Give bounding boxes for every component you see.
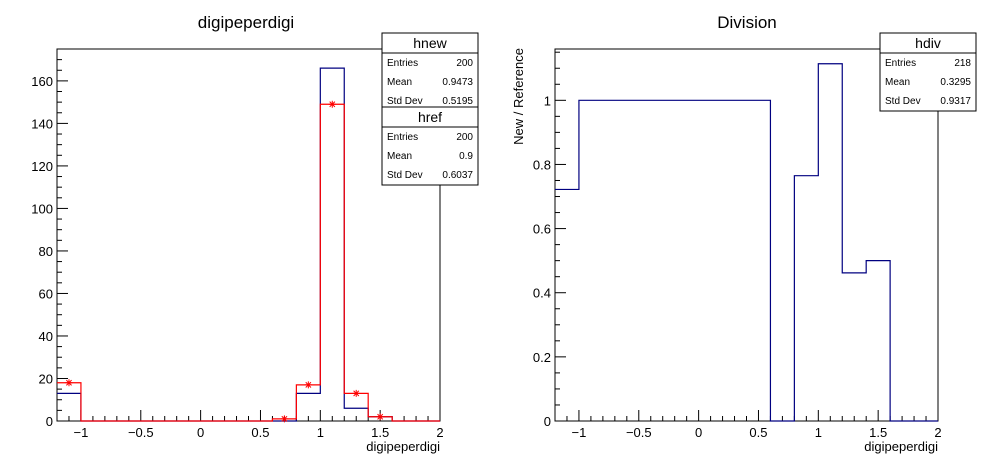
- stats-box-name: hnew: [413, 35, 447, 51]
- y-tick-label: 0.4: [533, 286, 551, 301]
- stats-box-name: hdiv: [915, 35, 941, 51]
- stats-boxes: hnew Entries 200 Mean 0.9473 Std Dev 0.5195hre…: [381, 32, 479, 186]
- y-tick-label: 1: [544, 93, 551, 108]
- y-tick-label: 60: [39, 286, 53, 301]
- stats-row-label: Entries: [387, 58, 418, 69]
- stats-row-label: Mean: [885, 77, 910, 88]
- stats-row-value: 200: [456, 58, 473, 69]
- y-tick-label: 100: [31, 201, 53, 216]
- y-tick-label: 0.2: [533, 350, 551, 365]
- x-tick-label: 1.5: [869, 425, 887, 440]
- y-axis-label: New / Reference: [511, 48, 526, 145]
- stats-box-name: href: [418, 109, 442, 125]
- y-tick-label: 40: [39, 329, 53, 344]
- x-tick-label: 1.5: [371, 425, 389, 440]
- y-tick-label: 0: [544, 414, 551, 429]
- data-point-marker: [280, 415, 288, 423]
- x-tick-label: 0: [197, 425, 204, 440]
- stats-row-value: 0.9317: [940, 96, 971, 107]
- y-tick-label: 20: [39, 371, 53, 386]
- stats-row-value: 0.9: [459, 151, 473, 162]
- x-tick-label: 2: [436, 425, 443, 440]
- data-point-marker: [376, 413, 384, 421]
- x-tick-label: 0: [695, 425, 702, 440]
- stats-row-value: 0.3295: [940, 77, 971, 88]
- y-tick-label: 80: [39, 244, 53, 259]
- chart-title: digipeperdigi: [198, 13, 294, 32]
- y-tick-label: 140: [31, 116, 53, 131]
- stats-row-value: 0.9473: [442, 77, 473, 88]
- stats-row-value: 218: [954, 58, 971, 69]
- y-tick-label: 160: [31, 74, 53, 89]
- stats-row-label: Mean: [387, 77, 412, 88]
- y-tick-label: 0: [46, 414, 53, 429]
- stats-box-hdiv: hdiv Entries 218 Mean 0.3295 Std Dev 0.9317: [879, 32, 977, 112]
- data-point-marker: [304, 381, 312, 389]
- histogram-pad-digipeperdigi: digipeperdigi −1 −0.5 0 0.5 1 1.5 202040608010…: [31, 13, 479, 454]
- x-tick-label: 2: [934, 425, 941, 440]
- data-point-marker: [328, 100, 336, 108]
- chart-title: Division: [717, 13, 777, 32]
- stats-row-label: Std Dev: [885, 96, 921, 107]
- stats-row-label: Entries: [387, 132, 418, 143]
- stats-row-label: Entries: [885, 58, 916, 69]
- x-tick-label: 0.5: [251, 425, 269, 440]
- x-axis-label: digipeperdigi: [366, 439, 440, 454]
- x-axis-label: digipeperdigi: [864, 439, 938, 454]
- histogram-pad-division: Division −1 −0.5 0 0.5 1 1.5 2 0 0.2 0.4 0.6 0.8 1 d…: [511, 13, 977, 454]
- y-tick-label: 0.6: [533, 222, 551, 237]
- plot-area: −1 −0.5 0 0.5 1 1.5 2 0 0.2 0.4 0.6 0.8 1: [533, 48, 942, 440]
- y-tick-label: 120: [31, 159, 53, 174]
- x-tick-label: −0.5: [128, 425, 154, 440]
- stats-boxes: hdiv Entries 218 Mean 0.3295 Std Dev 0.9317: [879, 32, 977, 112]
- y-tick-label: 0.8: [533, 157, 551, 172]
- x-tick-label: 0.5: [749, 425, 767, 440]
- x-tick-label: −1: [572, 425, 587, 440]
- x-tick-label: −1: [74, 425, 89, 440]
- data-point-marker: [352, 389, 360, 397]
- stats-row-value: 0.6037: [442, 170, 473, 181]
- x-tick-label: 1: [317, 425, 324, 440]
- data-point-marker: [65, 379, 73, 387]
- stats-row-label: Mean: [387, 151, 412, 162]
- stats-row-label: Std Dev: [387, 170, 423, 181]
- stats-box-hnew: hnew Entries 200 Mean 0.9473 Std Dev 0.5195: [381, 32, 479, 112]
- stats-row-label: Std Dev: [387, 96, 423, 107]
- stats-row-value: 0.5195: [442, 96, 473, 107]
- stats-row-value: 200: [456, 132, 473, 143]
- x-tick-label: −0.5: [626, 425, 652, 440]
- x-tick-label: 1: [815, 425, 822, 440]
- series-line-hdiv: [555, 63, 938, 422]
